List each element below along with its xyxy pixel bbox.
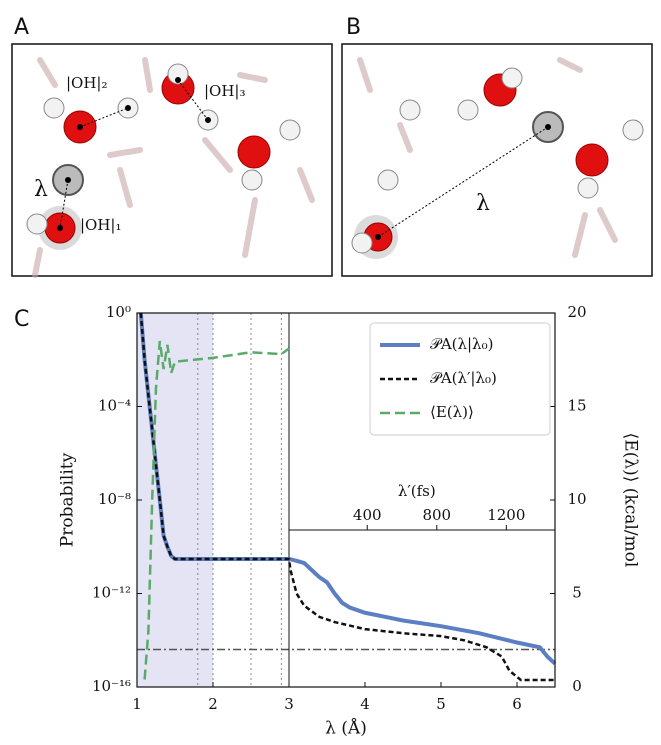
annotation: |OH|₁: [80, 216, 122, 234]
annotation: λ: [476, 191, 490, 216]
x-axis-label: λ (Å): [325, 718, 367, 739]
molecules-a: [26, 57, 315, 278]
legend-label: 𝒫A(λ′|λ₀): [430, 369, 497, 387]
y2-tick-label: 5: [572, 584, 582, 602]
x-tick-label: 4: [360, 695, 370, 713]
legend-label: 𝒫A(λ|λ₀): [430, 335, 493, 353]
x-tick-label: 5: [436, 695, 446, 713]
panel-label: A: [14, 15, 29, 40]
legend-label: ⟨E(λ)⟩: [430, 403, 474, 421]
series-line: [143, 340, 290, 680]
y-tick-label: 10⁻⁸: [98, 490, 131, 508]
panel-label: B: [346, 15, 361, 40]
y-axis-label: Probability: [58, 452, 78, 547]
x2-tick-label: 400: [353, 506, 382, 524]
y2-tick-label: 0: [572, 677, 582, 695]
molecules-b: [351, 57, 644, 259]
x-tick-label: 3: [284, 695, 294, 713]
annotation: |OH|₂: [66, 74, 108, 92]
y2-tick-label: 20: [567, 303, 586, 321]
y-tick-label: 10⁻¹²: [92, 584, 131, 602]
annotation: |OH|₃: [204, 82, 246, 100]
plot: 1 2 3 4 5 6 10⁰ 10⁻⁴ 10⁻⁸ 10⁻¹² 10⁻¹⁶ 0 5 10 15 20 400 80…: [58, 303, 641, 739]
annotation: λ: [34, 177, 48, 202]
legend-box: [369, 322, 551, 436]
y-tick-label: 10⁰: [106, 303, 131, 321]
y2-tick-label: 10: [567, 490, 586, 508]
x2-axis-label: λ′(fs): [398, 482, 436, 500]
x-tick-label: 1: [132, 695, 142, 713]
shaded-region: [137, 313, 213, 687]
series-line: [138, 312, 557, 666]
y2-axis-label: ⟨E(λ)⟩ (kcal/mol: [621, 433, 641, 568]
x-tick-label: 2: [208, 695, 218, 713]
x2-tick-label: 800: [422, 506, 451, 524]
x2-tick-label: 1200: [487, 506, 525, 524]
x-tick-label: 6: [512, 695, 522, 713]
panel-label: C: [14, 307, 29, 332]
y2-tick-label: 15: [567, 397, 586, 415]
y-tick-label: 10⁻⁴: [98, 397, 131, 415]
y-tick-label: 10⁻¹⁶: [92, 677, 131, 695]
series-line: [139, 312, 555, 682]
